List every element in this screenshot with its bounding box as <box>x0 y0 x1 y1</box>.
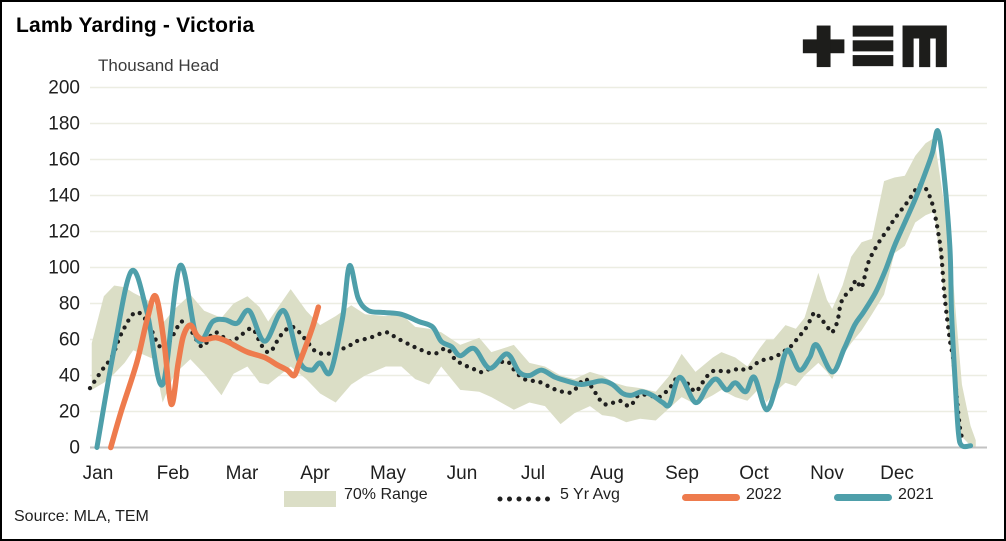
svg-text:Feb: Feb <box>157 463 190 484</box>
legend-label-avg: 5 Yr Avg <box>560 486 620 503</box>
line-2021-swatch-icon <box>834 494 892 501</box>
logo-plus-vbar <box>816 25 831 68</box>
svg-text:Dec: Dec <box>880 463 914 484</box>
svg-text:140: 140 <box>48 186 80 207</box>
logo-bar-2 <box>852 40 894 52</box>
line-2022-swatch-icon <box>682 494 740 501</box>
source-note: Source: MLA, TEM <box>14 508 149 525</box>
svg-text:Sep: Sep <box>665 463 699 484</box>
svg-text:180: 180 <box>48 114 80 135</box>
range-band-swatch-icon <box>284 491 336 507</box>
svg-text:0: 0 <box>69 438 80 459</box>
svg-text:200: 200 <box>48 78 80 99</box>
svg-text:Aug: Aug <box>590 463 624 484</box>
svg-text:Mar: Mar <box>226 463 259 484</box>
svg-text:Nov: Nov <box>810 463 844 484</box>
svg-text:Jun: Jun <box>447 463 478 484</box>
svg-text:160: 160 <box>48 150 80 171</box>
svg-text:120: 120 <box>48 222 80 243</box>
dotted-line-swatch-icon <box>497 496 551 502</box>
svg-text:May: May <box>370 463 406 484</box>
svg-text:Oct: Oct <box>739 463 769 484</box>
legend-label-2022: 2022 <box>746 486 782 503</box>
logo-bar-3 <box>852 55 894 67</box>
svg-text:80: 80 <box>59 294 80 315</box>
svg-text:20: 20 <box>59 402 80 423</box>
svg-text:40: 40 <box>59 366 80 387</box>
logo-bar-1 <box>852 25 894 37</box>
legend-label-range: 70% Range <box>344 486 428 503</box>
legend-label-2021: 2021 <box>898 486 934 503</box>
svg-text:60: 60 <box>59 330 80 351</box>
svg-text:Jan: Jan <box>83 463 114 484</box>
tem-logo-icon <box>802 25 947 68</box>
svg-text:100: 100 <box>48 258 80 279</box>
logo-m-glyph <box>902 25 947 68</box>
y-axis-units-label: Thousand Head <box>98 56 219 75</box>
svg-text:Jul: Jul <box>521 463 545 484</box>
page-title: Lamb Yarding - Victoria <box>16 14 255 37</box>
svg-text:Apr: Apr <box>300 463 330 484</box>
